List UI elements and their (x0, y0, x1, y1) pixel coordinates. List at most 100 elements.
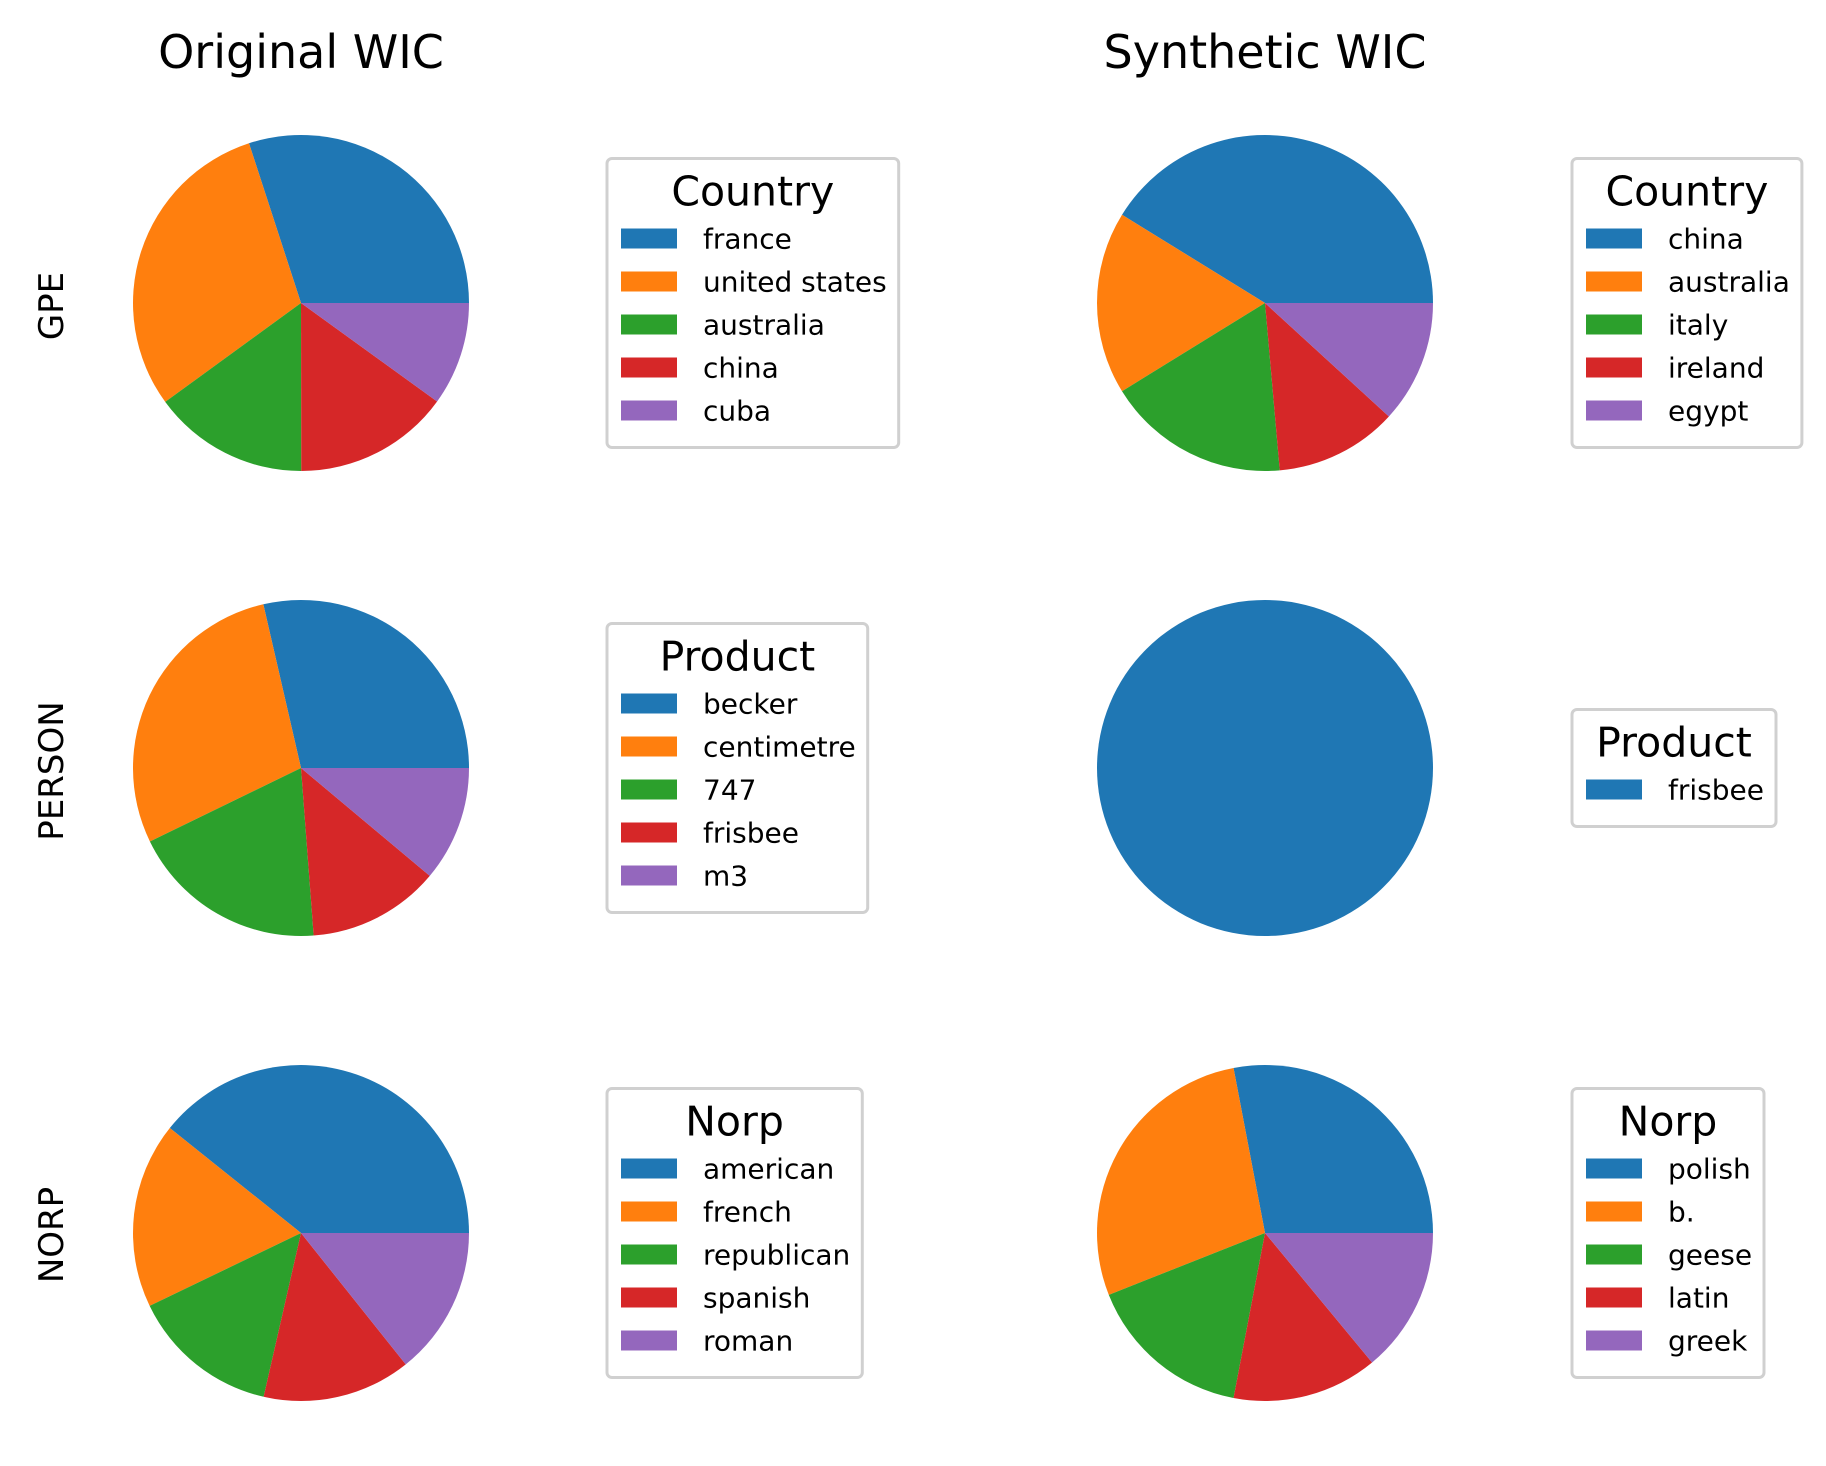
legend-swatch-frisbee (1586, 779, 1642, 800)
pie-panel-synthetic-wic-person: Product frisbee (1097, 600, 1778, 936)
column-title-synthetic: Synthetic WIC (1104, 25, 1427, 79)
pie-slice-m3 (301, 768, 469, 876)
legend-label-spanish: spanish (703, 1282, 810, 1315)
legend-label-polish: polish (1668, 1153, 1751, 1186)
legend-label-m3: m3 (703, 860, 748, 893)
pie-slice-centimetre (132, 604, 301, 842)
legend-swatch-french (621, 1201, 677, 1222)
legend-swatch-italy (1586, 314, 1642, 335)
legend-label-france: france (703, 223, 792, 256)
pie-slice-frisbee (1097, 600, 1433, 936)
legend-label-becker: becker (703, 688, 798, 721)
pie-slice-republican (149, 1233, 301, 1397)
legend-swatch-m3 (621, 865, 677, 886)
column-title-original: Original WIC (158, 25, 444, 79)
pie-slice-ireland (1265, 303, 1389, 471)
legend-label-united-states: united states (703, 266, 887, 299)
pie-slice-australia (1096, 214, 1265, 392)
legend-frame (605, 157, 901, 449)
row-label-person: PERSON (32, 701, 72, 840)
legend-label-cuba: cuba (703, 395, 771, 428)
legend: Norp american french republican spanish roman (605, 1087, 864, 1379)
legend-swatch-china (1586, 228, 1642, 249)
legend-swatch-australia (621, 314, 677, 335)
pie-slice-australia (165, 303, 302, 472)
legend-label-republican: republican (703, 1239, 850, 1272)
legend-swatch-australia (1586, 271, 1642, 292)
pie-slice-france (248, 135, 469, 303)
pie-slice-roman (301, 1233, 469, 1365)
pie-panel-synthetic-wic-norp: Norp polish b. geese latin greek (1097, 1065, 1766, 1401)
legend-title: Norp (685, 1098, 784, 1146)
legend-swatch-china (621, 357, 677, 378)
pie-panels: Country france united states australia china… (132, 134, 1804, 1402)
pie-slice-747 (149, 768, 314, 936)
legend-swatch-united-states (621, 271, 677, 292)
row-label-gpe: GPE (32, 272, 72, 340)
legend: Product becker centimetre 747 frisbee m3 (605, 622, 870, 914)
row-label-norp: NORP (32, 1187, 72, 1283)
legend-title: Product (1596, 719, 1752, 767)
legend-label-australia: australia (703, 309, 825, 342)
legend-swatch-frisbee (621, 822, 677, 843)
legend-label-american: american (703, 1153, 834, 1186)
pie-slice-egypt (1265, 303, 1433, 417)
pie-slice-polish (1233, 1065, 1433, 1233)
legend: Norp polish b. geese latin greek (1570, 1087, 1766, 1379)
pie-slice-china (301, 303, 438, 471)
legend: Country france united states australia china… (605, 157, 901, 449)
pie-slice-frisbee (301, 768, 430, 936)
pie-panel-original-wic-norp: Norp american french republican spanish roman (133, 1065, 864, 1402)
pie-slice-united-states (133, 143, 301, 402)
legend-label-frisbee: frisbee (1668, 774, 1764, 807)
pie-slice-french (133, 1128, 301, 1306)
legend-title: Country (671, 168, 834, 216)
legend-label-frisbee: frisbee (703, 817, 799, 850)
pie-panel-original-wic-person: Product becker centimetre 747 frisbee m3 (132, 599, 870, 936)
legend-title: Product (660, 633, 816, 681)
legend-label-geese: geese (1668, 1239, 1752, 1272)
legend-swatch-american (621, 1158, 677, 1179)
legend-title: Norp (1619, 1098, 1718, 1146)
legend-swatch-b (1586, 1201, 1642, 1222)
pie-panel-original-wic-gpe: Country france united states australia china… (133, 135, 901, 472)
pie-panel-synthetic-wic-gpe: Country china australia italy ireland egypt (1096, 134, 1804, 471)
legend-swatch-geese (1586, 1244, 1642, 1265)
pie-slice-spanish (263, 1233, 406, 1402)
legend-swatch-latin (1586, 1287, 1642, 1308)
legend-swatch-roman (621, 1330, 677, 1351)
legend-label-australia: australia (1668, 266, 1790, 299)
legend-label-747: 747 (703, 774, 756, 807)
legend-swatch-747 (621, 779, 677, 800)
legend-label-italy: italy (1668, 309, 1728, 342)
legend-label-ireland: ireland (1668, 352, 1764, 385)
legend: Country china australia italy ireland egypt (1570, 157, 1804, 449)
legend-swatch-becker (621, 693, 677, 714)
pie-slice-b (1097, 1067, 1265, 1295)
pie-slice-greek (1265, 1233, 1433, 1363)
legend-swatch-spanish (621, 1287, 677, 1308)
legend-label-b: b. (1668, 1196, 1695, 1229)
legend-swatch-france (621, 228, 677, 249)
pie-slice-latin (1233, 1233, 1373, 1401)
pie-slice-becker (263, 599, 470, 768)
pie-slice-cuba (301, 303, 469, 402)
legend-label-china: china (1668, 223, 1744, 256)
legend-label-greek: greek (1668, 1325, 1748, 1358)
pie-slice-italy (1122, 303, 1280, 471)
pie-slice-geese (1108, 1233, 1265, 1399)
legend-label-latin: latin (1668, 1282, 1729, 1315)
legend-swatch-republican (621, 1244, 677, 1265)
legend-label-china: china (703, 352, 779, 385)
legend-swatch-centimetre (621, 736, 677, 757)
legend-swatch-greek (1586, 1330, 1642, 1351)
legend-swatch-egypt (1586, 400, 1642, 421)
legend-title: Country (1605, 168, 1768, 216)
legend-label-roman: roman (703, 1325, 793, 1358)
pie-slice-american (169, 1065, 469, 1233)
legend: Product frisbee (1570, 708, 1778, 828)
legend-swatch-cuba (621, 400, 677, 421)
legend-swatch-ireland (1586, 357, 1642, 378)
legend-label-french: french (703, 1196, 792, 1229)
